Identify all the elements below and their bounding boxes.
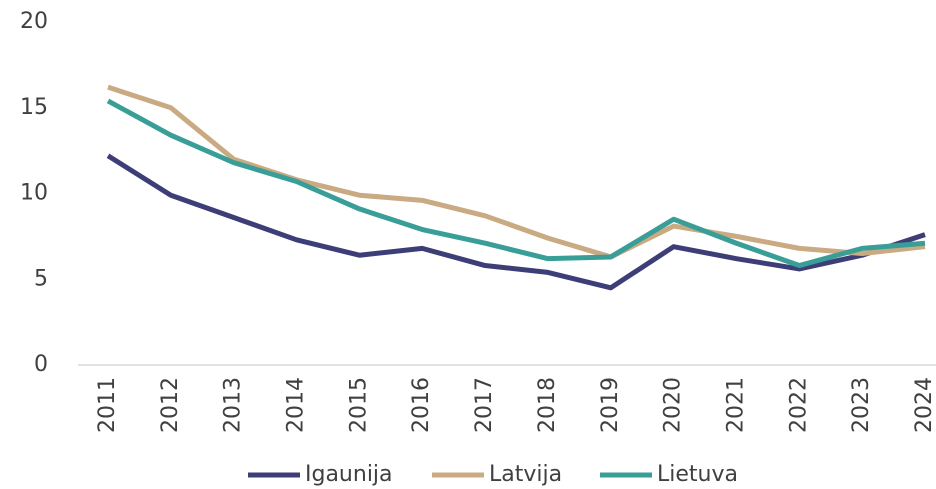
x-tick-label: 2014: [284, 377, 309, 433]
x-tick-label: 2020: [661, 377, 686, 433]
x-tick-label: 2013: [221, 377, 246, 433]
x-tick-label: 2024: [912, 377, 936, 433]
x-tick-label: 2012: [158, 377, 183, 433]
legend-label: Lietuva: [657, 462, 738, 487]
y-tick-label: 15: [20, 95, 48, 120]
y-tick-label: 0: [34, 352, 48, 377]
legend-label: Igaunija: [305, 462, 393, 487]
series-line: [106, 153, 926, 291]
x-tick-label: 2021: [723, 377, 748, 433]
y-tick-label: 20: [20, 9, 48, 34]
x-tick-label: 2011: [95, 377, 120, 433]
legend-label: Latvija: [489, 462, 562, 487]
x-tick-label: 2015: [346, 377, 371, 433]
y-tick-label: 10: [20, 181, 48, 206]
x-tick-label: 2023: [849, 377, 874, 433]
x-tick-label: 2018: [535, 377, 560, 433]
x-tick-label: 2022: [786, 377, 811, 433]
x-tick-label: 2016: [409, 377, 434, 433]
y-tick-label: 5: [34, 266, 48, 291]
series-line: [106, 98, 926, 269]
x-tick-label: 2017: [472, 377, 497, 433]
series-line: [107, 84, 926, 260]
x-tick-label: 2019: [598, 377, 623, 433]
